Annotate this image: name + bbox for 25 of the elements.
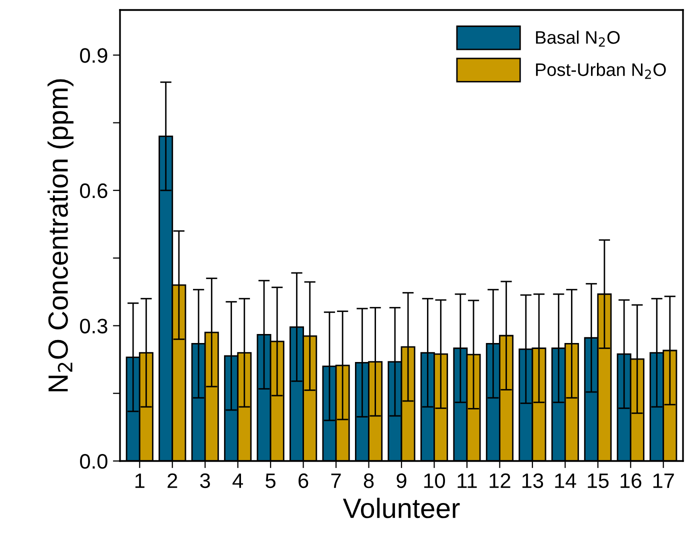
x-tick-label: 14 bbox=[555, 474, 576, 488]
x-tick-label: 16 bbox=[620, 473, 642, 488]
x-tick-label: 4 bbox=[232, 474, 244, 488]
x-tick-label: 6 bbox=[298, 473, 308, 488]
x-tick-label: 12 bbox=[490, 473, 510, 488]
x-tick-label: 9 bbox=[396, 473, 406, 488]
legend-label: Basal N$_{2}$O bbox=[536, 30, 620, 47]
y-tick-label: 0.9 bbox=[80, 48, 108, 63]
x-tick-label: 10 bbox=[424, 473, 446, 488]
legend-label: Post-Urban N$_{2}$O bbox=[536, 62, 666, 79]
x-tick-label: 3 bbox=[200, 473, 210, 488]
y-tick-label: 0.3 bbox=[80, 318, 108, 334]
x-tick-label: 7 bbox=[331, 474, 341, 488]
x-tick-label: 13 bbox=[522, 473, 544, 488]
x-tick-label: 8 bbox=[364, 473, 374, 488]
y-tick-label: 0.0 bbox=[80, 454, 108, 469]
x-tick-label: 5 bbox=[266, 474, 276, 488]
y-axis-title: N$_{2}$O Concentration (ppm) bbox=[48, 79, 74, 392]
y-tick-label: 0.6 bbox=[80, 183, 108, 198]
x-tick-label: 17 bbox=[653, 474, 674, 488]
x-tick-label: 1 bbox=[135, 474, 144, 488]
x-tick-label: 15 bbox=[588, 474, 609, 488]
x-tick-label: 2 bbox=[168, 473, 178, 488]
x-axis-title: Volunteer bbox=[342, 498, 460, 518]
x-tick-label: 11 bbox=[458, 474, 477, 488]
